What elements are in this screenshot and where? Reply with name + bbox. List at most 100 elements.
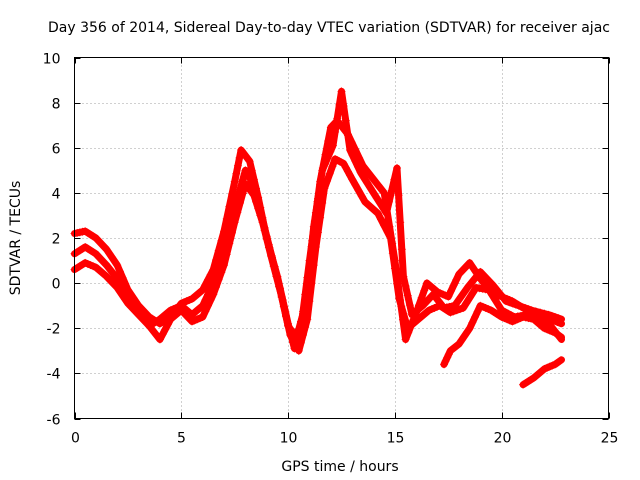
data-point <box>254 204 263 213</box>
y-tick-label: -4 <box>47 367 61 383</box>
data-point <box>472 283 481 292</box>
data-point <box>249 191 258 200</box>
data-point <box>275 282 284 291</box>
data-point <box>492 285 501 294</box>
data-point <box>388 249 397 258</box>
data-point <box>307 279 316 288</box>
y-tick-label: 4 <box>52 187 61 203</box>
data-point <box>417 293 426 302</box>
data-point <box>316 213 325 222</box>
data-point <box>357 192 366 201</box>
data-point <box>555 332 564 341</box>
y-tick-label: 0 <box>52 277 61 293</box>
data-point <box>214 246 223 255</box>
data-point <box>260 226 269 235</box>
data-point <box>465 324 474 333</box>
data-point <box>363 178 372 187</box>
x-tick-label: 20 <box>494 431 512 447</box>
y-tick-labels: -6 -4 -2 0 2 4 6 8 10 <box>43 52 61 429</box>
x-tick-label: 10 <box>280 431 298 447</box>
data-point <box>383 227 392 236</box>
data-point <box>403 291 412 300</box>
data-point <box>379 204 388 213</box>
data-point <box>469 275 478 284</box>
data-point <box>113 274 122 283</box>
data-point <box>446 287 455 296</box>
data-point <box>405 301 414 310</box>
data-point <box>401 335 410 344</box>
data-point <box>115 267 124 276</box>
data-point <box>465 293 474 302</box>
x-tick-label: 0 <box>71 431 80 447</box>
data-point <box>201 280 210 289</box>
data-point <box>517 302 526 311</box>
data-point <box>390 264 399 273</box>
data-point <box>463 283 472 292</box>
data-point <box>228 190 237 199</box>
data-series-group <box>70 87 565 389</box>
data-point <box>396 218 405 227</box>
data-point <box>465 258 474 267</box>
data-point <box>264 243 273 252</box>
data-point <box>375 199 384 208</box>
x-tick-labels: 0 5 10 15 20 25 <box>71 431 618 447</box>
data-point <box>233 208 242 217</box>
data-point <box>441 356 450 365</box>
data-point <box>102 245 111 254</box>
data-point <box>372 193 381 202</box>
data-point <box>457 292 466 301</box>
x-tick-label: 25 <box>601 431 619 447</box>
data-point <box>380 188 389 197</box>
data-point <box>225 202 234 211</box>
data-point <box>521 303 530 312</box>
data-point <box>201 307 210 316</box>
data-point <box>214 275 223 284</box>
data-point <box>284 321 293 330</box>
data-point <box>354 162 363 171</box>
data-point <box>395 294 404 303</box>
data-point <box>354 186 363 195</box>
data-point <box>348 175 357 184</box>
data-point <box>497 306 506 315</box>
data-point <box>272 272 281 281</box>
data-point <box>230 218 239 227</box>
data-point <box>460 288 469 297</box>
data-point <box>245 157 254 166</box>
data-point <box>113 283 122 292</box>
data-point <box>198 312 207 321</box>
data-point <box>232 169 241 178</box>
data-point <box>320 160 329 169</box>
y-tick-label: -6 <box>47 413 61 429</box>
data-point <box>209 290 218 299</box>
data-point <box>303 315 312 324</box>
data-point <box>462 328 471 337</box>
data-point <box>309 261 318 270</box>
y-tick-label: 10 <box>43 52 61 68</box>
y-tick-label: -2 <box>47 322 61 338</box>
data-point <box>256 211 265 220</box>
data-point <box>262 235 271 244</box>
data-point <box>536 308 545 317</box>
data-point <box>206 296 215 305</box>
data-point <box>514 301 523 310</box>
data-point <box>454 340 463 349</box>
data-point <box>323 177 332 186</box>
data-point <box>107 253 116 262</box>
y-axis-label: SDTVAR / TECUs <box>8 181 24 296</box>
data-point <box>325 169 334 178</box>
data-point <box>121 295 130 304</box>
data-point <box>444 292 453 301</box>
data-point <box>269 262 278 271</box>
data-point <box>333 114 342 123</box>
data-point <box>258 218 267 227</box>
data-point <box>328 141 337 150</box>
data-point <box>267 252 276 261</box>
data-point <box>446 308 455 317</box>
data-point <box>498 293 507 302</box>
data-point <box>238 189 247 198</box>
data-point <box>457 336 466 345</box>
data-point <box>494 301 503 310</box>
data-point <box>343 131 352 140</box>
data-point <box>491 296 500 305</box>
data-point <box>460 332 469 341</box>
